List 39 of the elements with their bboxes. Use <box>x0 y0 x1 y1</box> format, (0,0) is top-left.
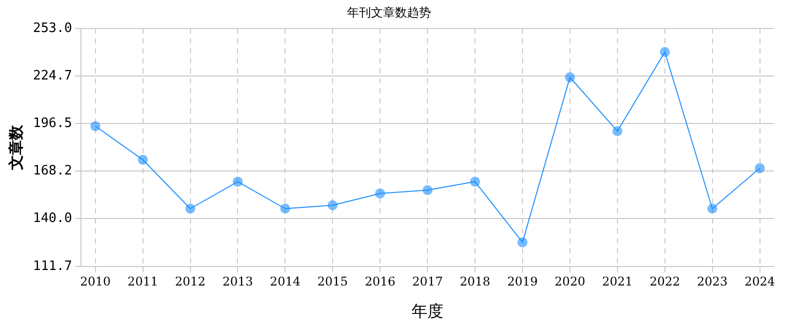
point <box>707 204 718 214</box>
y-axis-title: 文章数 <box>6 124 25 171</box>
x-tick-label: 2010 <box>80 274 111 289</box>
point <box>517 237 528 248</box>
x-tick-label: 2021 <box>602 274 633 289</box>
x-tick-label: 2011 <box>128 274 158 289</box>
y-tick-label: 111.7 <box>32 258 72 274</box>
point <box>470 176 480 187</box>
y-tick-label: 224.7 <box>32 68 72 84</box>
point <box>660 46 670 57</box>
point <box>564 72 575 82</box>
y-tick-label: 196.5 <box>32 116 72 131</box>
x-tick-label: 2013 <box>222 274 254 289</box>
chart-title: 年刊文章数趋势 <box>347 5 431 20</box>
y-tick-label: 253.0 <box>32 20 72 36</box>
x-tick-label: 2019 <box>507 274 538 289</box>
point <box>612 126 622 136</box>
x-tick-label: 2016 <box>364 274 396 289</box>
point <box>232 176 243 187</box>
y-tick-label: 168.2 <box>32 164 72 179</box>
point <box>185 204 196 214</box>
x-tick-label: 2022 <box>650 274 680 289</box>
x-tick-label: 2020 <box>554 274 586 289</box>
x-tick-label: 2024 <box>744 274 776 289</box>
x-axis-title: 年度 <box>412 302 444 321</box>
x-tick-label: 2017 <box>412 274 443 289</box>
y-tick-label: 140.0 <box>32 211 72 226</box>
point <box>90 121 100 132</box>
point <box>138 154 148 165</box>
x-tick-label: 2012 <box>175 274 206 289</box>
x-tick-label: 2014 <box>270 274 301 289</box>
point <box>422 185 433 196</box>
point <box>754 163 765 174</box>
point <box>375 188 386 198</box>
x-tick-label: 2015 <box>317 274 348 289</box>
x-tick-label: 2023 <box>697 274 728 289</box>
x-tick-label: 2018 <box>460 274 490 289</box>
point <box>328 200 338 210</box>
point <box>280 204 290 214</box>
